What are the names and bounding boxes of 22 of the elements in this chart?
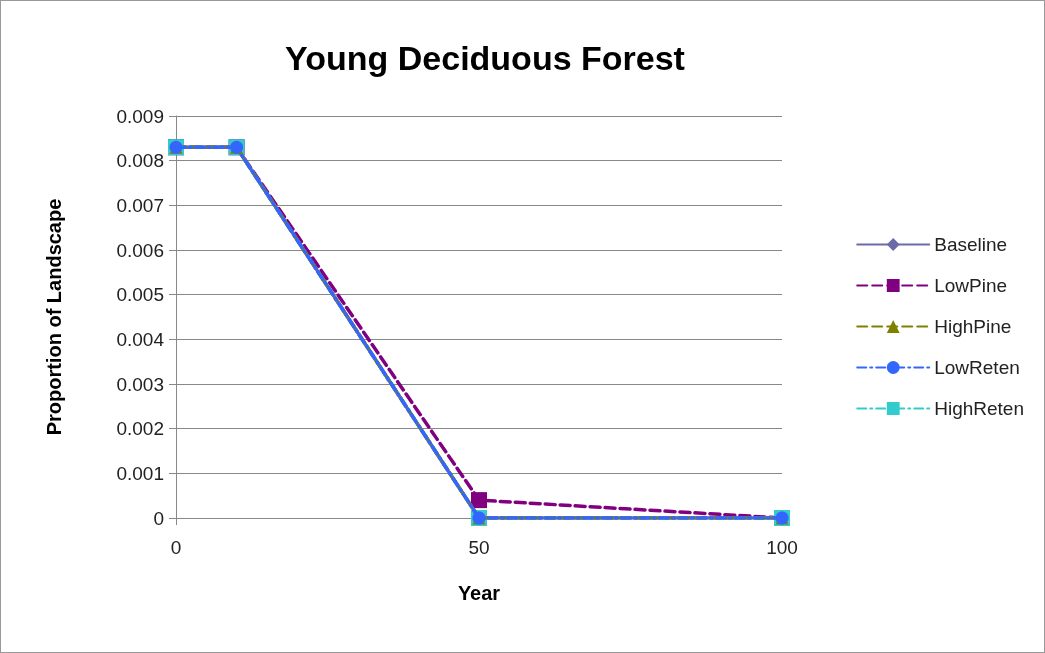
y-tick-label: 0.005 xyxy=(116,284,164,306)
y-tick-label: 0.009 xyxy=(116,105,164,127)
x-tick-label: 0 xyxy=(170,537,182,558)
point xyxy=(471,492,487,509)
y-tick-label: 0.007 xyxy=(116,194,164,216)
chart-title: Young Deciduous Forest xyxy=(285,39,685,77)
y-tick-label: 0.008 xyxy=(116,150,164,172)
y-tick-label: 0.003 xyxy=(116,373,164,395)
y-tick-label: 0.002 xyxy=(116,418,164,440)
y-tick-label: 0.001 xyxy=(116,462,164,484)
y-tick-label: 0.004 xyxy=(116,328,165,350)
legend-label: HighPine xyxy=(934,316,1012,337)
x-axis-title: Year xyxy=(457,582,501,604)
legend-label: LowReten xyxy=(934,357,1020,378)
legend-label: Baseline xyxy=(934,234,1008,255)
x-tick-label: 100 xyxy=(766,537,798,558)
y-tick-label: 0 xyxy=(153,507,164,529)
x-tick-label: 50 xyxy=(468,537,490,558)
legend-label: LowPine xyxy=(934,275,1008,296)
y-axis-title: Proportion of Landscape xyxy=(43,198,65,436)
y-tick-label: 0.006 xyxy=(116,239,164,261)
legend-label: HighReten xyxy=(934,398,1024,419)
